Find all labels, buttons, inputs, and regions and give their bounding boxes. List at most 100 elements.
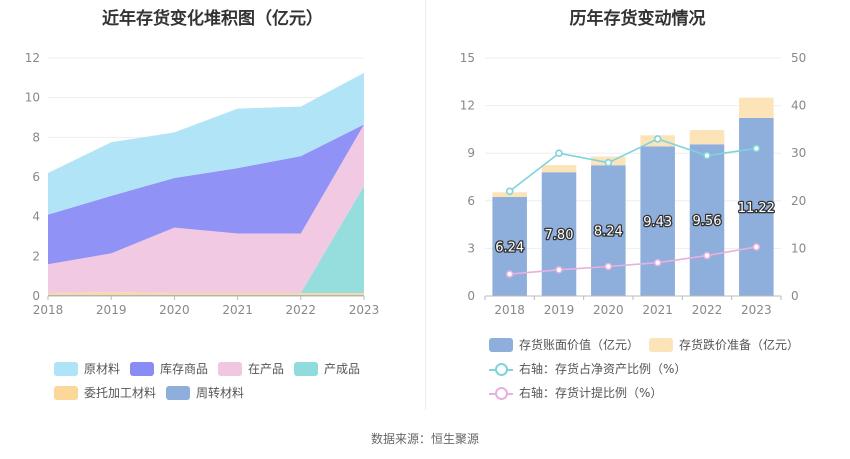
x-tick-label: 2020 xyxy=(593,303,624,317)
legend-label: 右轴：存货计提比例（%） xyxy=(519,386,663,400)
legend-label: 委托加工材料 xyxy=(84,386,157,400)
area-series-wip xyxy=(48,124,364,294)
legend-line-swatch xyxy=(489,386,513,400)
bar-line-chart: 0 3 6 9 12 15 0 10 20 30 40 50 6.24 7.80 8.24 9.43 9.56 1… xyxy=(460,51,807,317)
bar-data-label: 9.43 xyxy=(643,215,672,230)
y-tick-label: 15 xyxy=(460,51,475,65)
legend-swatch xyxy=(54,361,78,376)
line-point xyxy=(505,187,514,196)
y2-tick-label: 50 xyxy=(791,51,806,65)
bar-book-value xyxy=(541,172,577,296)
line-point xyxy=(505,270,514,278)
legend-label: 存货账面价值（亿元） xyxy=(519,338,640,352)
bar-book-value xyxy=(640,146,675,296)
bar-line-panel: 历年存货变动情况 0 3 6 9 12 15 0 10 20 30 40 50 6.24 7.80 8.24… xyxy=(425,0,850,420)
bar-data-label: 9.56 xyxy=(693,214,722,229)
bar-data-label: 11.22 xyxy=(738,201,775,216)
legend-line-swatch xyxy=(489,362,513,376)
line-point xyxy=(653,135,662,143)
legend-label: 存货跌价准备（亿元） xyxy=(679,338,800,352)
legend-item-finished[interactable]: 产成品 xyxy=(294,360,360,377)
bar-impairment xyxy=(541,165,577,173)
line-point xyxy=(555,266,563,274)
y-tick-label: 0 xyxy=(32,289,40,303)
legend-item-turnover[interactable]: 周转材料 xyxy=(166,384,244,401)
line-point xyxy=(703,251,711,260)
area-chart-title: 近年存货变化堆积图（亿元） xyxy=(102,9,323,29)
y-tick-label: 12 xyxy=(25,51,40,65)
bar-data-label: 6.24 xyxy=(495,240,524,255)
legend-swatch xyxy=(54,385,78,400)
y2-tick-label: 0 xyxy=(791,289,799,303)
panel-divider xyxy=(425,0,426,410)
x-tick-label: 2023 xyxy=(349,303,380,317)
line-point xyxy=(604,262,613,271)
line-point xyxy=(752,243,761,251)
y-tick-label: 12 xyxy=(460,99,475,113)
x-tick-label: 2019 xyxy=(96,303,127,317)
y-tick-label: 8 xyxy=(32,130,40,144)
legend-swatch xyxy=(489,337,513,352)
x-tick-label: 2022 xyxy=(286,303,317,317)
bar-chart-title: 历年存货变动情况 xyxy=(569,9,706,29)
legend-item-impairment[interactable]: 存货跌价准备（亿元） xyxy=(649,336,799,353)
legend-label: 右轴：存货占净资产比例（%） xyxy=(519,362,687,376)
area-series-raw xyxy=(48,72,364,215)
legend-label: 周转材料 xyxy=(196,386,245,400)
bar-data-label: 8.24 xyxy=(594,225,623,240)
y-tick-label: 9 xyxy=(467,146,475,160)
y2-tick-label: 40 xyxy=(791,99,806,113)
y-tick-label: 4 xyxy=(32,210,40,224)
y-tick-label: 6 xyxy=(467,194,475,208)
stacked-area-chart: 0 2 4 6 8 10 12 2018 2019 2020 2021 2022 2023 xyxy=(25,51,380,317)
line-point xyxy=(555,149,563,157)
y-tick-label: 3 xyxy=(467,241,475,255)
y2-tick-label: 10 xyxy=(791,241,806,255)
legend-swatch xyxy=(130,361,154,376)
bar-book-value xyxy=(492,196,527,296)
area-series-goods xyxy=(48,124,364,265)
legend-item-book-value[interactable]: 存货账面价值（亿元） xyxy=(489,336,639,353)
legend-swatch xyxy=(166,385,190,400)
legend-item-wip[interactable]: 在产品 xyxy=(218,360,284,377)
x-tick-label: 2023 xyxy=(741,303,772,317)
legend-item-provision-ratio[interactable]: 右轴：存货计提比例（%） xyxy=(489,384,662,401)
legend-item-net-asset-ratio[interactable]: 右轴：存货占净资产比例（%） xyxy=(489,360,686,377)
line-series-ratio1 xyxy=(509,138,757,192)
legend-item-raw[interactable]: 原材料 xyxy=(54,360,120,377)
data-source: 数据来源：恒生聚源 xyxy=(370,432,479,446)
x-tick-label: 2021 xyxy=(642,303,673,317)
bar-impairment xyxy=(739,97,774,118)
x-tick-label: 2018 xyxy=(494,303,525,317)
legend-swatch xyxy=(649,337,673,352)
area-series-finished xyxy=(48,185,364,294)
y-tick-label: 10 xyxy=(25,91,40,105)
y-tick-label: 0 xyxy=(467,289,475,303)
line-series-ratio2 xyxy=(509,246,757,275)
y-tick-label: 2 xyxy=(32,249,40,263)
stacked-area-panel: 近年存货变化堆积图（亿元） 0 2 4 6 8 10 12 2018 2019 2020 2021 2… xyxy=(0,0,425,420)
legend-label: 原材料 xyxy=(84,362,121,376)
y2-tick-label: 30 xyxy=(791,146,806,160)
legend-label: 在产品 xyxy=(248,362,285,376)
line-point xyxy=(752,144,761,153)
area-series-consign xyxy=(48,292,364,296)
line-point xyxy=(604,158,613,167)
y2-tick-label: 20 xyxy=(791,194,806,208)
bar-book-value xyxy=(689,144,725,296)
x-tick-label: 2021 xyxy=(222,303,253,317)
bar-impairment xyxy=(689,130,725,145)
legend-label: 库存商品 xyxy=(160,362,209,376)
line-point xyxy=(653,258,662,267)
legend-item-consign[interactable]: 委托加工材料 xyxy=(54,384,156,401)
x-tick-label: 2022 xyxy=(692,303,723,317)
legend-swatch xyxy=(218,361,242,376)
x-tick-label: 2018 xyxy=(33,303,64,317)
legend-label: 产成品 xyxy=(324,362,361,376)
bar-book-value xyxy=(591,165,626,296)
legend-item-goods[interactable]: 库存商品 xyxy=(130,360,208,377)
x-tick-label: 2020 xyxy=(159,303,190,317)
bar-data-label: 7.80 xyxy=(545,228,574,243)
legend-swatch xyxy=(294,361,318,376)
x-tick-label: 2019 xyxy=(544,303,575,317)
